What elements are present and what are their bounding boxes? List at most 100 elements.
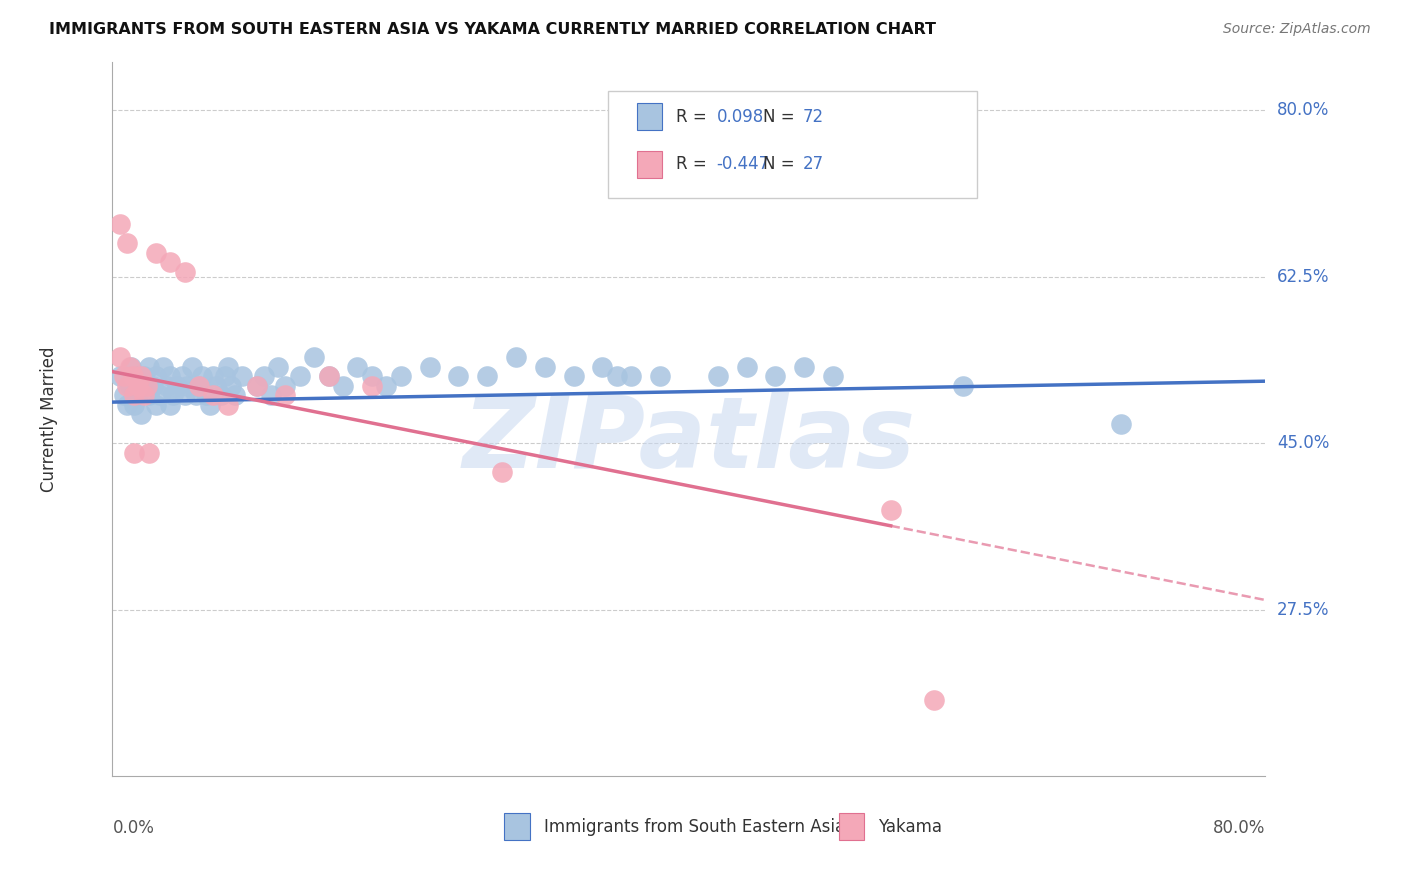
Point <box>118 359 141 374</box>
Point <box>129 369 153 384</box>
Point <box>149 388 172 402</box>
Point <box>274 388 297 402</box>
Point <box>219 379 242 393</box>
Text: ZIPatlas: ZIPatlas <box>463 392 915 489</box>
Point <box>274 379 297 393</box>
Point <box>217 359 239 374</box>
Point <box>121 369 143 384</box>
Point <box>562 369 585 384</box>
Point <box>159 398 181 412</box>
Text: Yakama: Yakama <box>877 818 942 836</box>
Point <box>122 398 145 412</box>
Point <box>184 388 207 402</box>
Point <box>318 369 340 384</box>
Point <box>231 369 253 384</box>
Point <box>447 369 470 384</box>
Point <box>952 379 974 393</box>
Text: 0.098: 0.098 <box>717 108 763 126</box>
Text: 27.5%: 27.5% <box>1277 600 1330 618</box>
Text: -0.447: -0.447 <box>717 155 769 173</box>
Point <box>162 388 184 402</box>
Point <box>318 369 340 384</box>
Point <box>108 351 131 365</box>
Point <box>188 379 211 393</box>
Point <box>360 379 382 393</box>
Point <box>246 379 269 393</box>
Point <box>142 379 165 393</box>
Point <box>122 445 145 459</box>
Text: 62.5%: 62.5% <box>1277 268 1330 285</box>
Point <box>202 369 225 384</box>
Point <box>821 369 844 384</box>
Point <box>505 351 527 365</box>
Point <box>253 369 276 384</box>
Point <box>1111 417 1133 431</box>
Point <box>360 369 382 384</box>
Text: Currently Married: Currently Married <box>39 346 58 492</box>
Point <box>288 369 311 384</box>
Text: 72: 72 <box>803 108 824 126</box>
Point <box>176 379 198 393</box>
Point <box>267 359 290 374</box>
Point <box>115 379 138 393</box>
Point <box>707 369 730 384</box>
Text: Immigrants from South Eastern Asia: Immigrants from South Eastern Asia <box>544 818 845 836</box>
Point <box>880 502 903 516</box>
Point <box>205 379 228 393</box>
Point <box>534 359 557 374</box>
Point <box>641 151 664 165</box>
Text: 80.0%: 80.0% <box>1277 101 1329 119</box>
Point <box>129 379 153 393</box>
Text: 80.0%: 80.0% <box>1213 819 1265 837</box>
Point <box>173 388 195 402</box>
Point <box>122 369 145 384</box>
Point <box>202 388 225 402</box>
Point <box>332 379 354 393</box>
Point <box>375 379 398 393</box>
Point <box>127 379 149 393</box>
Text: Source: ZipAtlas.com: Source: ZipAtlas.com <box>1223 22 1371 37</box>
Point <box>156 379 179 393</box>
Point <box>735 359 758 374</box>
Point <box>166 379 188 393</box>
Point <box>112 369 135 384</box>
Point <box>138 388 160 402</box>
Point <box>145 245 167 260</box>
Point <box>145 398 167 412</box>
Point <box>120 359 142 374</box>
Point <box>922 693 945 707</box>
Point <box>793 359 815 374</box>
Point <box>108 217 131 231</box>
Point <box>389 369 412 384</box>
Point <box>191 369 214 384</box>
Point <box>118 379 141 393</box>
Point <box>765 369 787 384</box>
Point <box>136 379 159 393</box>
Text: 45.0%: 45.0% <box>1277 434 1329 452</box>
Text: N =: N = <box>762 108 800 126</box>
Point <box>613 131 636 145</box>
Point <box>134 369 156 384</box>
Bar <box>839 814 865 840</box>
Point <box>200 398 222 412</box>
Point <box>145 369 167 384</box>
Text: R =: R = <box>676 108 713 126</box>
Point <box>108 369 131 384</box>
Point <box>195 388 218 402</box>
Point <box>592 359 614 374</box>
FancyBboxPatch shape <box>609 91 977 198</box>
Point <box>606 369 628 384</box>
Point <box>138 359 160 374</box>
Point <box>129 408 153 422</box>
Point <box>170 369 193 384</box>
Text: 0.0%: 0.0% <box>112 819 155 837</box>
Bar <box>505 814 530 840</box>
Point <box>260 388 283 402</box>
Point <box>419 359 441 374</box>
Point <box>304 351 326 365</box>
Text: N =: N = <box>762 155 800 173</box>
Point <box>180 359 202 374</box>
Point <box>152 359 174 374</box>
Point <box>214 369 236 384</box>
Text: IMMIGRANTS FROM SOUTH EASTERN ASIA VS YAKAMA CURRENTLY MARRIED CORRELATION CHART: IMMIGRANTS FROM SOUTH EASTERN ASIA VS YA… <box>49 22 936 37</box>
